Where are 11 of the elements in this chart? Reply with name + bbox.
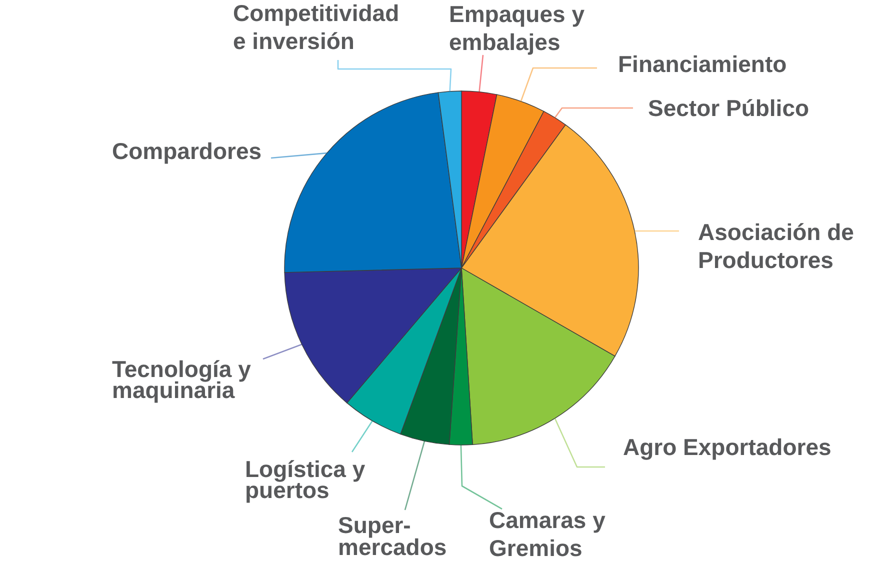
- slice-label: Agro Exportadores: [623, 434, 832, 460]
- slice-label: Financiamiento: [618, 51, 787, 77]
- slice-label: Camaras y Gremios: [489, 507, 606, 561]
- slice-label: Tecnología y maquinaria: [112, 356, 252, 403]
- slice-label: Sector Público: [648, 95, 810, 121]
- slice-label: Compardores: [112, 138, 262, 164]
- slice-label: Empaques y embalajes: [449, 1, 585, 55]
- slice-label: Super- mercados: [338, 512, 447, 560]
- slice-label: Logística y puertos: [245, 456, 366, 503]
- slice-label: Competitividad e inversión: [233, 0, 400, 54]
- slice-label: Asociación de Productores: [698, 219, 854, 273]
